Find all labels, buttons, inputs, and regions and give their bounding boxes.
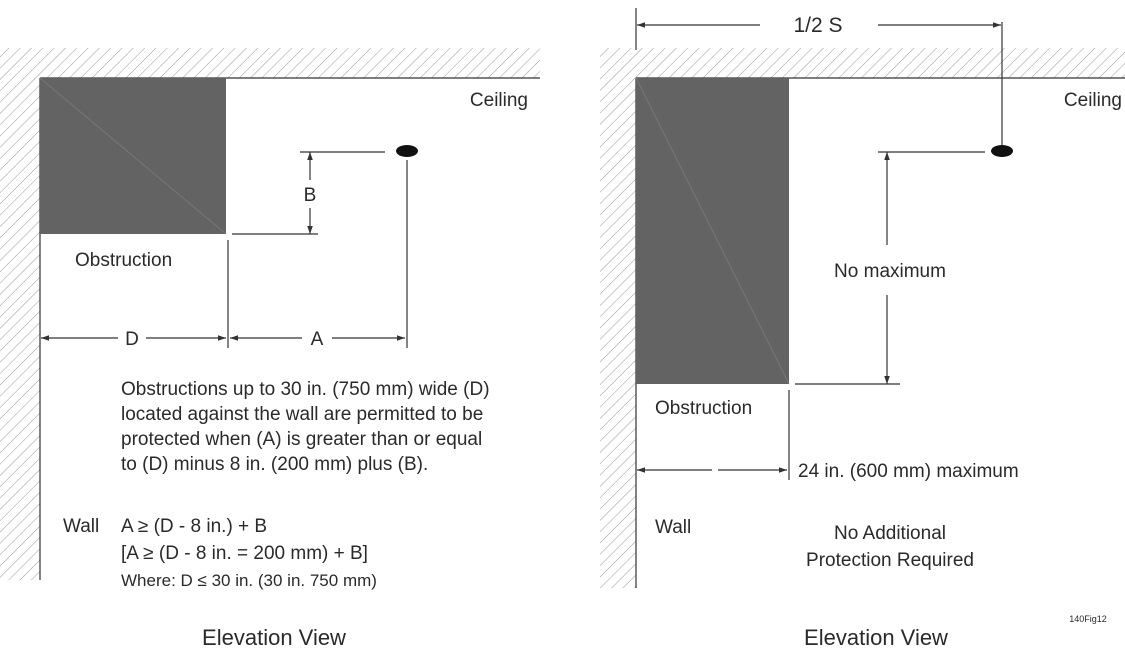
right-obstruction-label: Obstruction	[655, 398, 752, 419]
left-ceiling-label: Ceiling	[470, 90, 528, 111]
right-no-additional-line: No Additional	[834, 523, 946, 544]
right-wall-label: Wall	[655, 517, 691, 538]
right-spacing-label: 1/2 S	[793, 14, 842, 37]
left-formula-line: A ≥ (D - 8 in.) + B	[121, 516, 267, 537]
right-no-max-label: No maximum	[834, 261, 946, 282]
left-wall-hatch	[0, 78, 40, 580]
right-no-additional-line: Protection Required	[806, 550, 974, 571]
left-description-line: Obstructions up to 30 in. (750 mm) wide …	[121, 379, 490, 400]
left-dim-b-label: B	[304, 185, 317, 206]
left-obstruction-label: Obstruction	[75, 250, 172, 271]
left-description-line: located against the wall are permitted t…	[121, 404, 483, 425]
right-sprinkler-icon	[991, 145, 1013, 157]
left-panel: Ceiling Obstruction B D A Obstructions u…	[0, 48, 540, 650]
left-ceiling-hatch	[0, 48, 540, 78]
left-formula-line: [A ≥ (D - 8 in. = 200 mm) + B]	[121, 543, 368, 564]
right-view-title: Elevation View	[804, 625, 948, 650]
left-formula: A ≥ (D - 8 in.) + B [A ≥ (D - 8 in. = 20…	[121, 516, 377, 590]
left-description-line: to (D) minus 8 in. (200 mm) plus (B).	[121, 454, 428, 475]
left-description-line: protected when (A) is greater than or eq…	[121, 429, 482, 450]
left-description: Obstructions up to 30 in. (750 mm) wide …	[121, 379, 490, 475]
left-formula-line: Where: D ≤ 30 in. (30 in. 750 mm)	[121, 571, 377, 590]
right-obstruction-diagonal	[635, 77, 790, 385]
right-wall-hatch	[600, 78, 636, 588]
left-obstruction-diagonal	[39, 77, 227, 235]
right-ceiling-hatch	[600, 48, 1125, 78]
figure-id: 140Fig12	[1069, 614, 1107, 624]
left-dim-a-label: A	[311, 329, 324, 350]
left-dim-d-label: D	[125, 329, 139, 350]
right-max-24-label: 24 in. (600 mm) maximum	[798, 461, 1019, 482]
right-panel: 1/2 S Ceiling No maximum Obstruction 24 …	[600, 8, 1125, 650]
right-no-additional: No Additional Protection Required	[806, 523, 974, 571]
left-wall-label: Wall	[63, 516, 99, 537]
left-sprinkler-icon	[396, 145, 418, 157]
right-ceiling-label: Ceiling	[1064, 90, 1122, 111]
left-view-title: Elevation View	[202, 625, 346, 650]
